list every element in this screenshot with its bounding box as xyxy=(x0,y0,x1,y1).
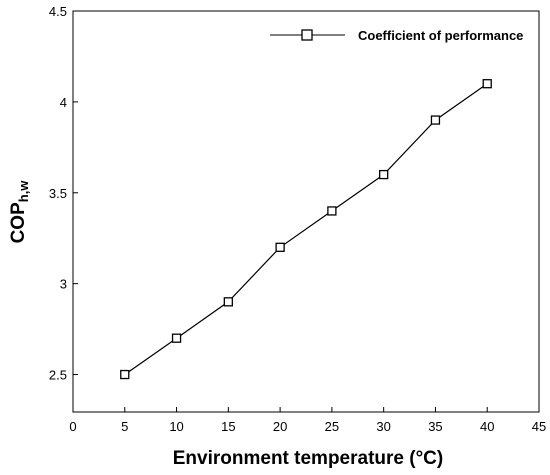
y-axis-title: COPh,w xyxy=(8,180,31,244)
data-point xyxy=(275,242,285,252)
series-layer xyxy=(120,79,492,380)
x-tick-label: 10 xyxy=(169,419,183,434)
y-tick-label: 4 xyxy=(60,95,67,110)
legend-label: Coefficient of performance xyxy=(358,28,523,43)
x-axis-ticks: 0 5 10 15 20 25 30 35 40 45 xyxy=(69,407,546,434)
legend: Coefficient of performance xyxy=(270,28,523,43)
x-tick-label: 20 xyxy=(273,419,287,434)
y-tick-label: 4.5 xyxy=(49,4,67,19)
y-axis-ticks: 2.5 3 3.5 4 4.5 xyxy=(49,4,78,383)
y-tick-label: 2.5 xyxy=(49,368,67,383)
y-axis-title-subscript: h,w xyxy=(16,180,31,203)
y-axis-title-main: COP xyxy=(8,202,29,244)
plot-area-frame xyxy=(72,10,540,413)
data-point xyxy=(171,333,182,343)
legend-marker xyxy=(301,29,313,41)
data-point xyxy=(327,206,337,216)
x-axis-title: Environment temperature (°C) xyxy=(173,448,443,469)
data-point xyxy=(120,369,130,380)
x-tick-label: 45 xyxy=(532,419,546,434)
data-point xyxy=(430,115,441,125)
x-tick-label: 25 xyxy=(325,419,339,434)
x-tick-label: 30 xyxy=(376,419,390,434)
data-point xyxy=(223,297,233,307)
x-tick-label: 35 xyxy=(428,419,442,434)
y-tick-label: 3 xyxy=(60,277,67,292)
series-line xyxy=(124,83,488,375)
y-tick-label: 3.5 xyxy=(49,186,67,201)
x-tick-label: 5 xyxy=(121,419,128,434)
data-point xyxy=(482,79,492,89)
x-tick-label: 40 xyxy=(480,419,494,434)
x-tick-label: 0 xyxy=(69,419,76,434)
data-point xyxy=(379,169,389,180)
x-tick-label: 15 xyxy=(221,419,235,434)
